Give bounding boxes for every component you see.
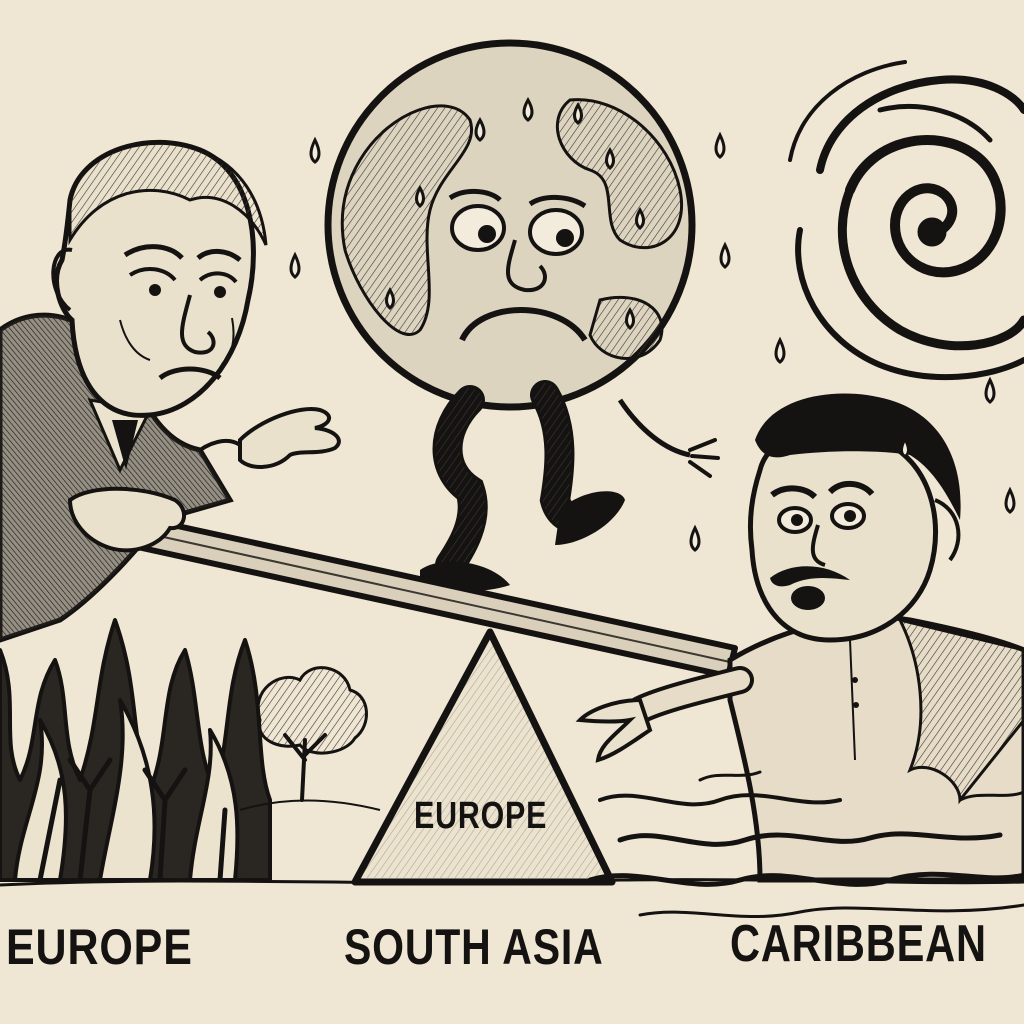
wildfire-icon [0, 618, 272, 883]
rain-drops [289, 131, 1016, 552]
left-region-label: EUROPE [6, 919, 193, 975]
younger-man-character [575, 393, 1024, 883]
globe-character [324, 39, 720, 592]
center-region-label: SOUTH ASIA [344, 919, 604, 975]
older-man-character [0, 139, 341, 643]
hurricane-icon [788, 60, 1024, 381]
floodwater-icon [587, 770, 1024, 919]
right-region-label: CARIBBEAN [730, 915, 987, 973]
fulcrum-label: EUROPE [414, 795, 548, 837]
tree-icon [239, 666, 381, 811]
